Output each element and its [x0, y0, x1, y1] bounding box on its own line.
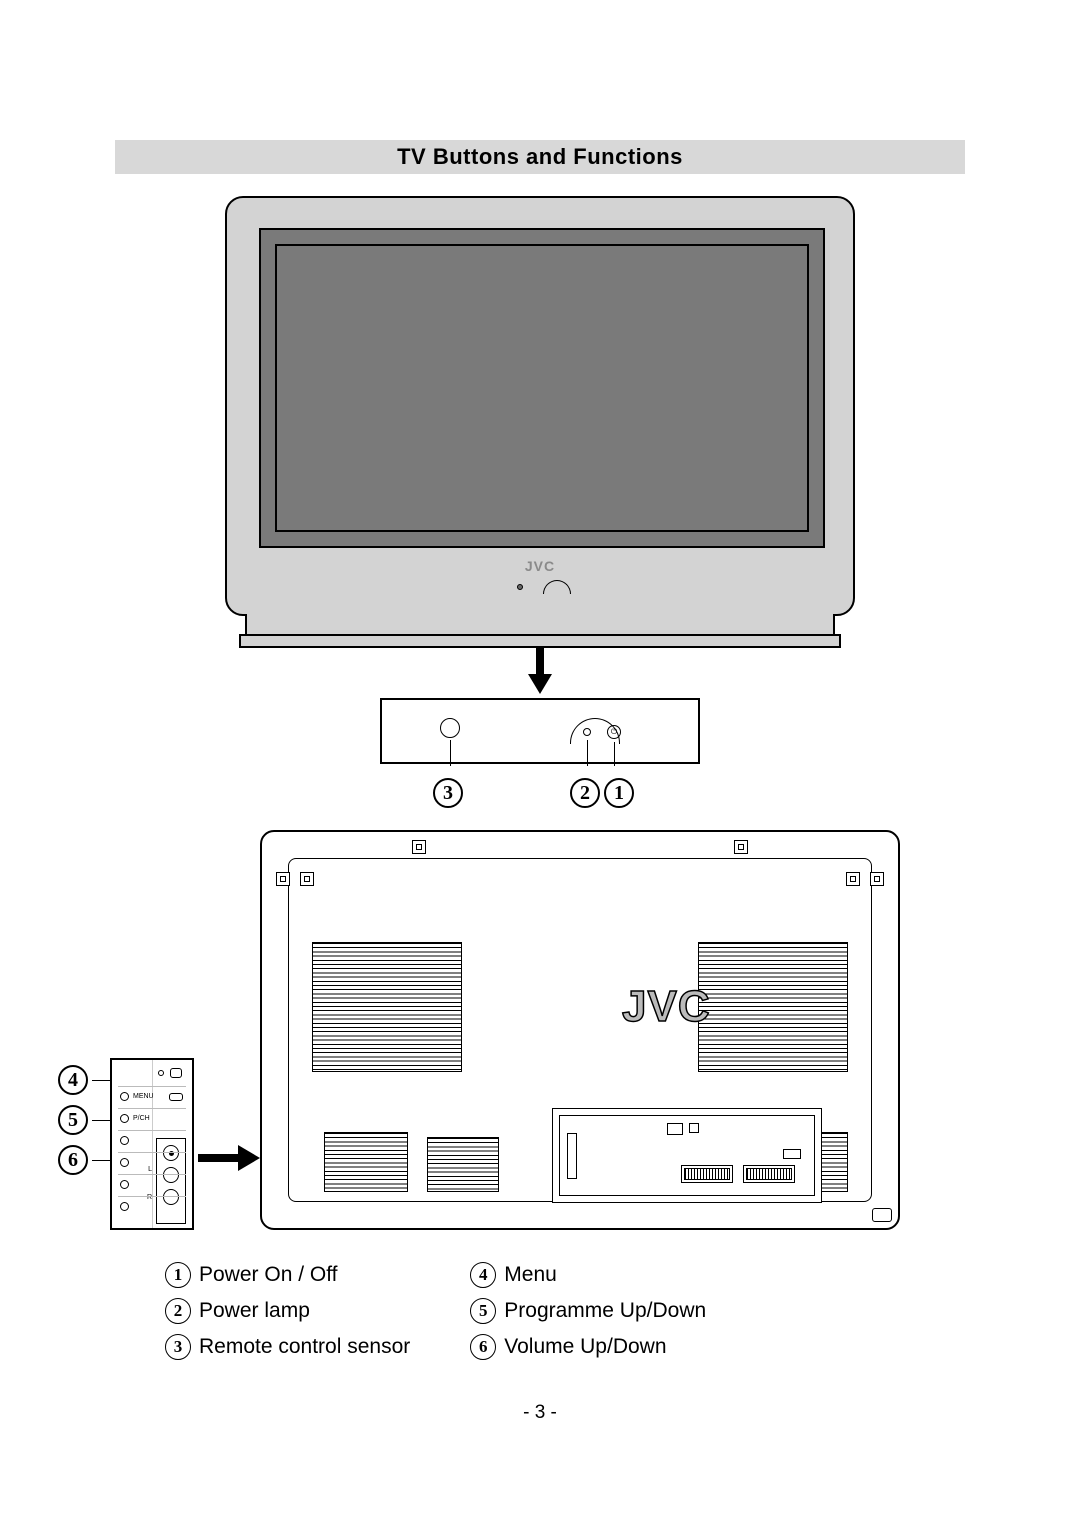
extra-button-icon [120, 1202, 129, 1211]
headphone-dot-icon [158, 1070, 164, 1076]
label-strip-icon [567, 1133, 577, 1179]
legend-num: 5 [470, 1298, 496, 1324]
tv-front-body: JVC [225, 196, 855, 616]
leader-line [587, 740, 588, 766]
scart-socket-icon [743, 1165, 795, 1183]
legend-text: Power On / Off [199, 1263, 338, 1287]
legend-item: 3 Remote control sensor [165, 1334, 410, 1360]
legend-item: 4 Menu [470, 1262, 706, 1288]
front-callouts: 3 2 1 [380, 778, 700, 812]
tv-screen-bezel [259, 228, 825, 548]
brand-logo-front: JVC [525, 558, 555, 574]
front-panel-detail: ⏻ [380, 698, 700, 764]
scart-socket-icon [681, 1165, 733, 1183]
rear-connector-panel [552, 1108, 822, 1203]
pch-label: P/CH [133, 1115, 150, 1122]
legend-text: Volume Up/Down [504, 1335, 666, 1359]
vent-grille-icon [427, 1137, 499, 1192]
legend-num: 3 [165, 1334, 191, 1360]
av-button-icon [169, 1093, 183, 1101]
power-button-icon: ⏻ [607, 725, 621, 739]
leader-line [614, 742, 615, 766]
legend-item: 6 Volume Up/Down [470, 1334, 706, 1360]
power-lamp-icon [517, 584, 523, 590]
menu-label: MENU [133, 1093, 154, 1100]
tv-rear-diagram: JVC MENU [260, 830, 900, 1230]
port-icon [689, 1123, 699, 1133]
callout-2: 2 [570, 778, 600, 808]
page-number: - 3 - [523, 1402, 557, 1424]
section-title: TV Buttons and Functions [397, 144, 683, 170]
lamp-dot-icon [583, 728, 591, 736]
power-glyph: ⏻ [611, 727, 617, 737]
tv-rear-body: JVC [260, 830, 900, 1230]
vol-button-icon [120, 1136, 129, 1145]
power-inlet-icon [872, 1208, 892, 1222]
callout-5: 5 [58, 1105, 88, 1135]
legend-text: Menu [504, 1263, 557, 1287]
callout-1: 1 [604, 778, 634, 808]
side-callouts: 4 5 6 [58, 1065, 98, 1185]
legend-text: Programme Up/Down [504, 1299, 706, 1323]
control-flap-icon [543, 580, 571, 594]
leader-line [450, 740, 451, 766]
callout-3: 3 [433, 778, 463, 808]
legend: 1 Power On / Off 2 Power lamp 3 Remote c… [115, 1262, 965, 1360]
menu-button-icon [120, 1092, 129, 1101]
legend-num: 4 [470, 1262, 496, 1288]
callout-6: 6 [58, 1145, 88, 1175]
legend-right-column: 4 Menu 5 Programme Up/Down 6 Volume Up/D… [470, 1262, 706, 1360]
arrow-left-icon [198, 1143, 260, 1173]
legend-num: 1 [165, 1262, 191, 1288]
section-title-bar: TV Buttons and Functions [115, 140, 965, 174]
legend-item: 5 Programme Up/Down [470, 1298, 706, 1324]
legend-text: Power lamp [199, 1299, 310, 1323]
tv-screen [275, 244, 809, 532]
legend-text: Remote control sensor [199, 1335, 410, 1359]
legend-num: 2 [165, 1298, 191, 1324]
legend-num: 6 [470, 1334, 496, 1360]
extra-button-icon [120, 1158, 129, 1167]
legend-item: 2 Power lamp [165, 1298, 410, 1324]
port-icon [783, 1149, 801, 1159]
page: TV Buttons and Functions JVC ⏻ [115, 140, 965, 1360]
pch-button-icon [120, 1114, 129, 1123]
legend-left-column: 1 Power On / Off 2 Power lamp 3 Remote c… [165, 1262, 410, 1360]
callout-4: 4 [58, 1065, 88, 1095]
extra-button-icon [120, 1180, 129, 1189]
arrow-down-icon [525, 648, 555, 694]
tv-front-diagram: JVC ⏻ 3 2 1 [225, 196, 855, 812]
brand-logo-rear: JVC [622, 982, 711, 1032]
tv-stand [245, 614, 835, 640]
vent-grille-icon [698, 942, 848, 1072]
vent-grille-icon [324, 1132, 408, 1192]
side-control-detail: MENU P/CH L R [110, 1058, 194, 1230]
legend-item: 1 Power On / Off [165, 1262, 410, 1288]
headphone-jack-icon [170, 1068, 182, 1078]
remote-sensor-icon [440, 718, 460, 738]
port-icon [667, 1123, 683, 1135]
vent-grille-icon [312, 942, 462, 1072]
